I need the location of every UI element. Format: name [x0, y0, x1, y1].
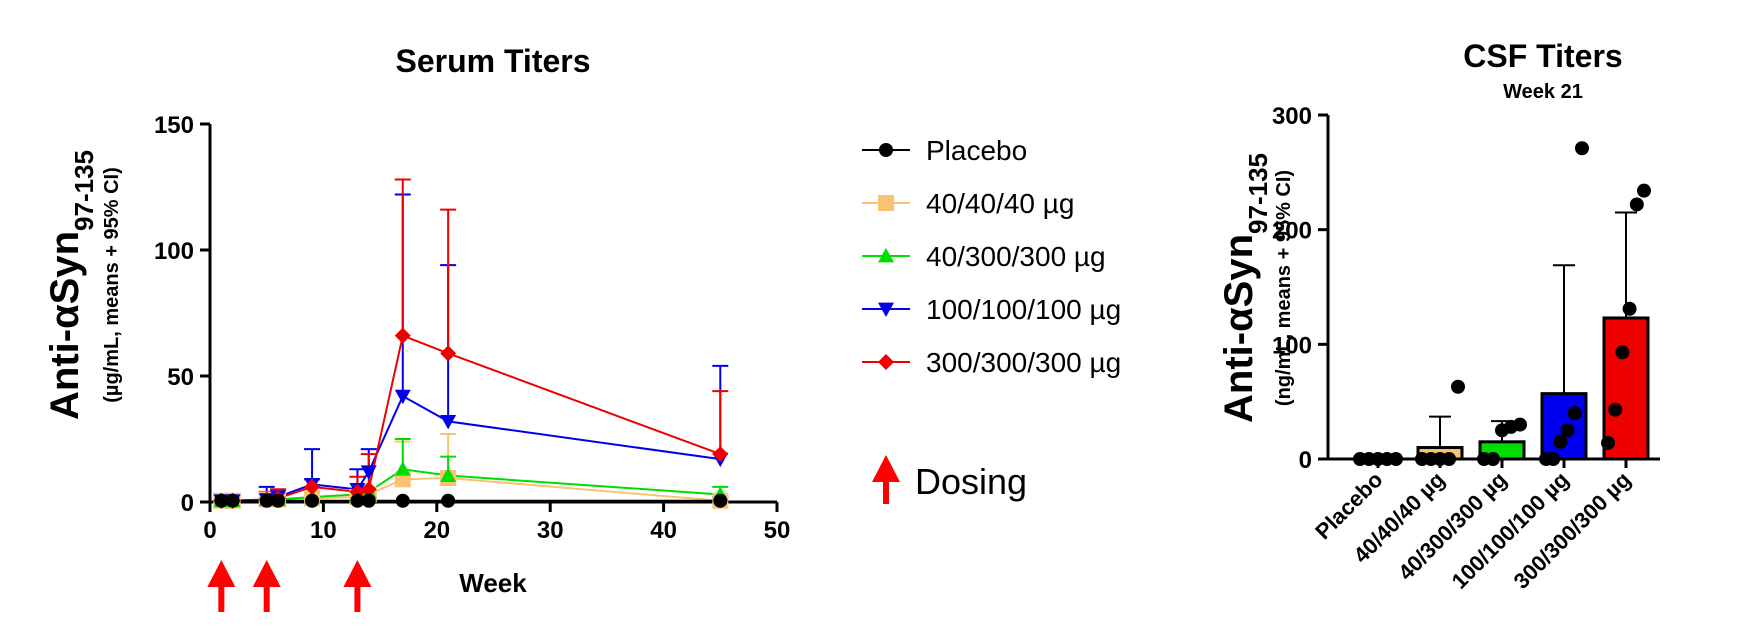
serum-line-300-300-300-g — [221, 334, 721, 502]
serum-point-placebo — [305, 493, 320, 508]
serum-y-tick-label: 100 — [154, 238, 194, 265]
serum-point-300-300-300-g — [304, 478, 321, 495]
serum-point-placebo — [259, 493, 274, 508]
csf-titers-chart: CSF Titers Week 21 Anti-αSyn97-135 (ng/m… — [1217, 38, 1660, 594]
csf-y-axis-label: Anti-αSyn97-135 — [1217, 153, 1273, 423]
csf-y-axis-label-sub: 97-135 — [1243, 153, 1273, 234]
serum-point-placebo — [361, 493, 376, 508]
csf-chart-title: CSF Titers — [1463, 38, 1622, 74]
serum-titers-chart: Serum Titers Anti-αSyn97-135 (µg/mL, mea… — [43, 43, 790, 612]
legend-marker-40-300-300-g — [878, 248, 894, 263]
legend-label-40-40-40-g: 40/40/40 µg — [926, 188, 1074, 219]
csf-point-300-300-300-g — [1608, 402, 1623, 417]
dosing-arrow-shaft — [354, 585, 361, 612]
serum-point-40-300-300-g — [394, 461, 411, 476]
legend-marker-placebo — [879, 143, 893, 157]
serum-point-40-300-300-g — [440, 467, 457, 482]
csf-chart-subtitle: Week 21 — [1503, 81, 1583, 103]
csf-point-300-300-300-g — [1601, 435, 1615, 450]
serum-x-tick-label: 20 — [423, 517, 450, 544]
dosing-legend-arrow-shaft — [883, 480, 889, 504]
csf-point-100-100-100-g — [1560, 423, 1575, 438]
dosing-arrow — [343, 560, 372, 587]
serum-y-tick-label: 50 — [167, 364, 194, 391]
dosing-arrow-shaft — [218, 585, 225, 612]
serum-x-tick-label: 30 — [537, 517, 564, 544]
serum-point-300-300-300-g — [440, 345, 457, 362]
serum-dosing-arrows — [207, 560, 372, 612]
serum-point-100-100-100-g — [360, 465, 377, 480]
csf-point-100-100-100-g — [1567, 406, 1582, 421]
csf-point-40-300-300-g — [1513, 417, 1527, 432]
serum-point-300-300-300-g — [712, 446, 729, 463]
dosing-legend: Dosing — [872, 455, 1027, 504]
serum-series-lines — [221, 334, 721, 502]
serum-point-placebo — [395, 493, 410, 508]
csf-point-300-300-300-g — [1629, 197, 1644, 212]
serum-point-placebo — [271, 493, 286, 508]
serum-point-placebo — [713, 493, 728, 508]
legend-marker-300-300-300-g — [878, 354, 894, 370]
legend-label-100-100-100-g: 100/100/100 µg — [926, 294, 1121, 325]
dosing-arrow — [252, 560, 281, 587]
serum-error-bars — [258, 178, 729, 501]
serum-line-40-300-300-g — [221, 468, 721, 502]
legend-label-placebo: Placebo — [926, 135, 1027, 166]
serum-y-axis-label-sub: 97-135 — [69, 150, 99, 231]
legend-label-300-300-300-g: 300/300/300 µg — [926, 347, 1121, 378]
csf-y-tick-label: 300 — [1272, 103, 1312, 130]
serum-point-100-100-100-g — [394, 389, 411, 405]
serum-x-axis-label: Week — [459, 568, 527, 598]
dosing-legend-label: Dosing — [915, 461, 1027, 502]
serum-series-markers — [213, 327, 729, 509]
legend-label-40-300-300-g: 40/300/300 µg — [926, 241, 1106, 272]
csf-point-300-300-300-g — [1622, 301, 1637, 316]
legend: Placebo 40/40/40 µg 40/300/300 µg 100/100/1… — [862, 135, 1121, 378]
serum-point-100-100-100-g — [440, 414, 457, 430]
csf-point-300-300-300-g — [1637, 183, 1651, 198]
serum-chart-title: Serum Titers — [395, 43, 590, 79]
serum-point-300-300-300-g — [394, 327, 411, 344]
serum-line-100-100-100-g — [221, 394, 721, 502]
csf-point-100-100-100-g — [1553, 434, 1568, 449]
csf-point-100-100-100-g — [1575, 141, 1589, 156]
csf-category-label-40-300-300-g: 40/300/300 µg — [1393, 467, 1511, 585]
serum-y-tick-label: 0 — [181, 490, 194, 517]
dosing-legend-arrow — [872, 455, 900, 482]
serum-x-tick-label: 40 — [650, 517, 677, 544]
serum-point-placebo — [225, 493, 240, 508]
csf-y-tick-label: 200 — [1272, 218, 1312, 245]
serum-x-tick-label: 0 — [203, 517, 216, 544]
serum-point-placebo — [214, 493, 229, 508]
serum-y-axis-label: Anti-αSyn97-135 — [43, 150, 99, 420]
serum-point-placebo — [350, 493, 365, 508]
csf-point-300-300-300-g — [1615, 345, 1630, 360]
serum-point-placebo — [441, 493, 456, 508]
serum-x-tick-label: 10 — [310, 517, 337, 544]
serum-y-tick-label: 150 — [154, 112, 194, 139]
csf-y-tick-label: 0 — [1299, 447, 1312, 474]
dosing-arrow-shaft — [263, 585, 270, 612]
csf-bars — [1356, 316, 1650, 461]
legend-marker-100-100-100-g — [878, 302, 894, 317]
legend-marker-40-40-40-g — [878, 195, 894, 211]
csf-y-tick-label: 100 — [1272, 332, 1312, 359]
csf-y-axis-units: (ng/mL, means + 95% CI) — [1273, 170, 1295, 406]
serum-x-tick-label: 50 — [764, 517, 791, 544]
serum-point-300-300-300-g — [360, 481, 377, 498]
csf-y-axis-label-main: Anti-αSyn — [1217, 234, 1261, 423]
csf-point-40-40-40-g — [1451, 379, 1465, 394]
serum-axes: 0 10 20 30 40 50 0 50 100 150 — [154, 112, 790, 544]
serum-y-axis-units: (µg/mL, means + 95% CI) — [101, 167, 123, 402]
dosing-arrow — [207, 560, 236, 587]
serum-y-axis-label-main: Anti-αSyn — [43, 231, 87, 420]
